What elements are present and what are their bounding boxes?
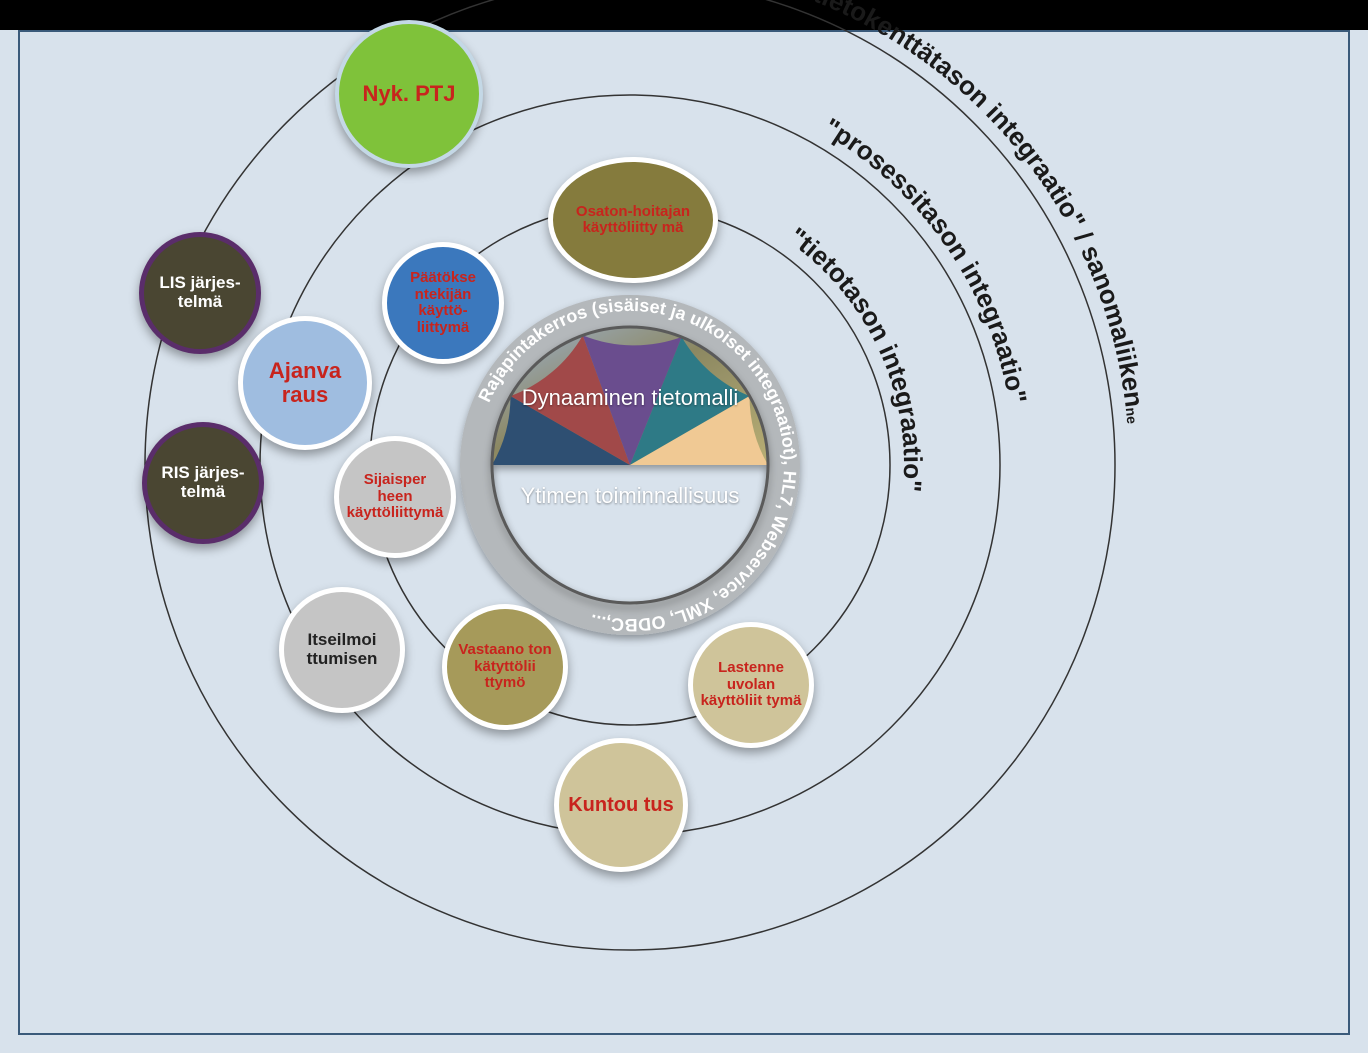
- node-label-lastenneuvolan: Lastenne uvolan käyttöliit tymä: [693, 656, 809, 714]
- node-label-kuntoutus: Kuntou tus: [562, 790, 680, 820]
- node-label-osastonhoitaja: Osaton-hoitajan käyttöliitty mä: [553, 200, 713, 241]
- node-label-vastaanoton: Vastaano ton kätyttölii ttymö: [447, 638, 563, 696]
- node-lastenneuvolan: Lastenne uvolan käyttöliit tymä: [688, 622, 814, 748]
- node-ris: RIS järjes-telmä: [142, 422, 264, 544]
- node-label-ris: RIS järjes-telmä: [147, 460, 259, 505]
- node-osastonhoitaja: Osaton-hoitajan käyttöliitty mä: [548, 157, 718, 283]
- node-label-itseilmoittumisen: Itseilmoi ttumisen: [284, 627, 400, 672]
- node-nyk-ptj: Nyk. PTJ: [335, 20, 483, 168]
- node-ajanvaraus: Ajanva raus: [238, 316, 372, 450]
- node-label-lis: LIS järjes-telmä: [144, 270, 256, 315]
- node-itseilmoittumisen: Itseilmoi ttumisen: [279, 587, 405, 713]
- node-paatoksentekija: Päätökse ntekijän käyttö-liittymä: [382, 242, 504, 364]
- node-kuntoutus: Kuntou tus: [554, 738, 688, 872]
- node-lis: LIS järjes-telmä: [139, 232, 261, 354]
- node-vastaanoton: Vastaano ton kätyttölii ttymö: [442, 604, 568, 730]
- core-bottom-label: Ytimen toiminnallisuus: [520, 483, 740, 509]
- node-label-nyk-ptj: Nyk. PTJ: [357, 78, 462, 110]
- node-label-sijaisperheen: Sijaisper heen käyttöliittymä: [339, 468, 451, 526]
- node-sijaisperheen: Sijaisper heen käyttöliittymä: [334, 436, 456, 558]
- node-label-ajanvaraus: Ajanva raus: [243, 355, 367, 411]
- node-label-paatoksentekija: Päätökse ntekijän käyttö-liittymä: [387, 266, 499, 340]
- ring-label-middle: "prosessitason integraatio": [819, 112, 1033, 406]
- ring-label-outer: "tietokenttätason integraatio" / sanomal…: [799, 0, 1150, 425]
- core-top-label: Dynaaminen tietomalli: [520, 385, 740, 411]
- ring-label-inner: "tietotason integraatio": [784, 221, 928, 493]
